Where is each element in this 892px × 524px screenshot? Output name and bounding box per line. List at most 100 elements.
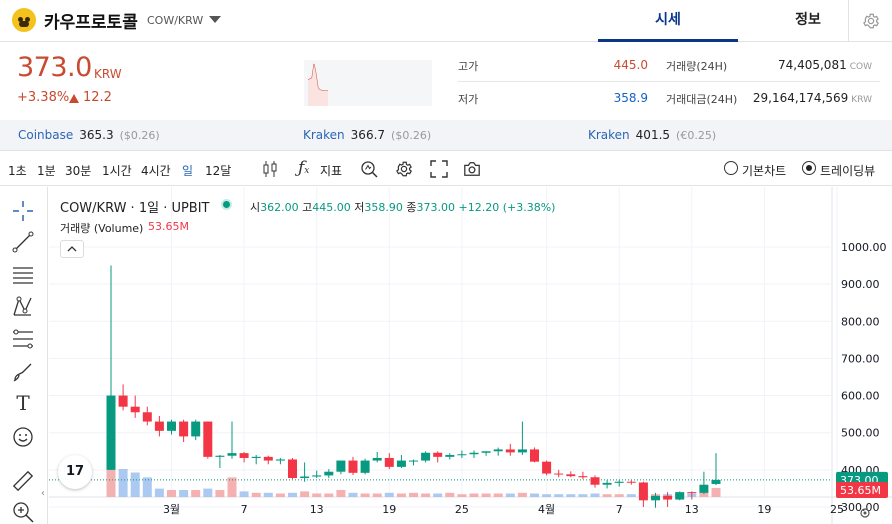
pattern-icon[interactable]: [11, 295, 35, 319]
candle-body: [227, 453, 237, 456]
ohlc-open-label: 시: [250, 201, 261, 214]
volume-bar: [421, 493, 431, 497]
candle-body: [590, 477, 600, 485]
volume-bar: [566, 494, 576, 497]
coin-pair[interactable]: COW/KRW: [147, 14, 204, 27]
candle-body: [530, 449, 539, 462]
volume-bar: [348, 492, 358, 497]
basic-chart-label[interactable]: 기본차트: [742, 164, 787, 178]
chevron-down-icon[interactable]: [209, 16, 221, 23]
high-value: 445.0: [613, 58, 648, 72]
camera-icon[interactable]: [463, 160, 481, 178]
volume-bar: [179, 490, 189, 497]
candle-body: [505, 449, 515, 453]
timeframe-1d[interactable]: 일: [182, 164, 194, 178]
drawing-toolbar: T: [0, 187, 48, 524]
candle-body: [251, 456, 261, 458]
candle-body: [118, 395, 128, 407]
ohlc-open: 362.00: [260, 201, 299, 214]
volume-bar: [517, 492, 527, 497]
crosshair-icon[interactable]: [11, 199, 35, 223]
exchange-name: Kraken: [588, 128, 630, 142]
amount-unit: KRW: [851, 95, 872, 105]
volume-bar: [578, 494, 588, 497]
timeframe-30m[interactable]: 30분: [65, 164, 92, 178]
price-tick-label: 900.00: [841, 278, 880, 291]
candlestick-icon[interactable]: [261, 160, 279, 178]
candle-body: [324, 471, 334, 476]
last-volume-tag-label: 53.65M: [840, 484, 881, 497]
gear-icon[interactable]: [862, 12, 880, 30]
candle-body: [421, 452, 431, 461]
horizontal-lines-icon[interactable]: [11, 263, 35, 287]
fullscreen-icon[interactable]: [430, 160, 448, 178]
tab-sise[interactable]: 시세: [598, 0, 738, 42]
candle-body: [542, 461, 552, 474]
divider: [848, 0, 849, 42]
ohlc-readout: 시362.00 고445.00 저358.90 종373.00 +12.20 (…: [250, 199, 555, 215]
replay-icon[interactable]: [360, 160, 378, 178]
volume-unit: COW: [849, 62, 872, 72]
indicator-button[interactable]: 지표: [320, 164, 343, 178]
chevron-up-icon: [67, 246, 77, 252]
tab-info[interactable]: 정보: [795, 12, 821, 28]
trend-line-icon[interactable]: [11, 230, 35, 254]
volume-bar: [191, 490, 201, 497]
zoom-in-icon[interactable]: [11, 500, 35, 524]
timeframe-1h[interactable]: 1시간: [102, 164, 132, 178]
volume-bar: [251, 492, 261, 497]
volume-bar: [118, 469, 128, 497]
ohlc-change: +12.20 (+3.38%): [458, 201, 556, 214]
radio-basic-chart[interactable]: [724, 161, 738, 175]
candle-body: [554, 473, 564, 475]
tradingview-logo[interactable]: 17: [58, 455, 92, 489]
exchange-price: 366.7: [350, 128, 386, 142]
candle-body: [167, 421, 176, 431]
time-tick-label: 13: [310, 503, 324, 516]
candle-body: [396, 460, 406, 467]
volume-bar: [275, 493, 285, 497]
volume-bar: [227, 477, 237, 497]
volume-indicator-value: 53.65M: [148, 220, 189, 233]
amount-value: 29,164,174,569: [752, 91, 849, 105]
candle-body: [239, 453, 249, 458]
fib-icon[interactable]: [11, 327, 35, 351]
timeframe-12mo[interactable]: 12달: [205, 164, 232, 178]
collapse-toolbar-icon[interactable]: ‹: [41, 488, 45, 499]
volume-bar: [300, 491, 310, 497]
volume-bar: [215, 490, 225, 497]
time-tick-label: 19: [382, 503, 396, 516]
volume-bar: [602, 494, 612, 497]
emoji-icon[interactable]: [11, 425, 35, 449]
text-tool-icon[interactable]: T: [16, 391, 30, 415]
ruler-icon[interactable]: [11, 469, 35, 493]
settings-icon[interactable]: [395, 160, 413, 178]
radio-trading-view[interactable]: [802, 161, 816, 175]
volume-bar: [203, 488, 213, 497]
coin-logo-icon: [12, 8, 36, 32]
volume-bar: [433, 493, 443, 497]
volume-bar: [360, 493, 370, 497]
candle-body: [638, 482, 648, 501]
function-icon[interactable]: ƒx: [298, 158, 310, 178]
trading-view-label[interactable]: 트레이딩뷰: [820, 164, 876, 178]
volume-bar: [167, 490, 176, 497]
timeframe-4h[interactable]: 4시간: [141, 164, 171, 178]
volume-bar: [409, 492, 418, 497]
low-value: 358.9: [613, 91, 648, 105]
timeframe-1s[interactable]: 1초: [8, 164, 27, 178]
chart-toolbar: 1초 1분 30분 1시간 4시간 일 12달 ƒx 지표 기본차트 트레이딩뷰: [0, 152, 892, 186]
coin-name[interactable]: 카우프로토콜: [44, 13, 138, 33]
candlestick-chart[interactable]: 1000.00900.00800.00700.00600.00500.00400…: [49, 187, 892, 524]
time-tick-label: 7: [616, 503, 623, 516]
price-tick-label: 700.00: [841, 352, 880, 365]
brush-icon[interactable]: [11, 360, 35, 384]
volume-bar: [384, 492, 394, 497]
time-tick-label: 13: [685, 503, 699, 516]
candle-body: [469, 452, 479, 455]
volume-bar: [142, 477, 152, 497]
candle-body: [517, 449, 527, 453]
collapse-legend-button[interactable]: [60, 240, 84, 258]
candle-body: [433, 452, 443, 457]
timeframe-1m[interactable]: 1분: [37, 164, 56, 178]
